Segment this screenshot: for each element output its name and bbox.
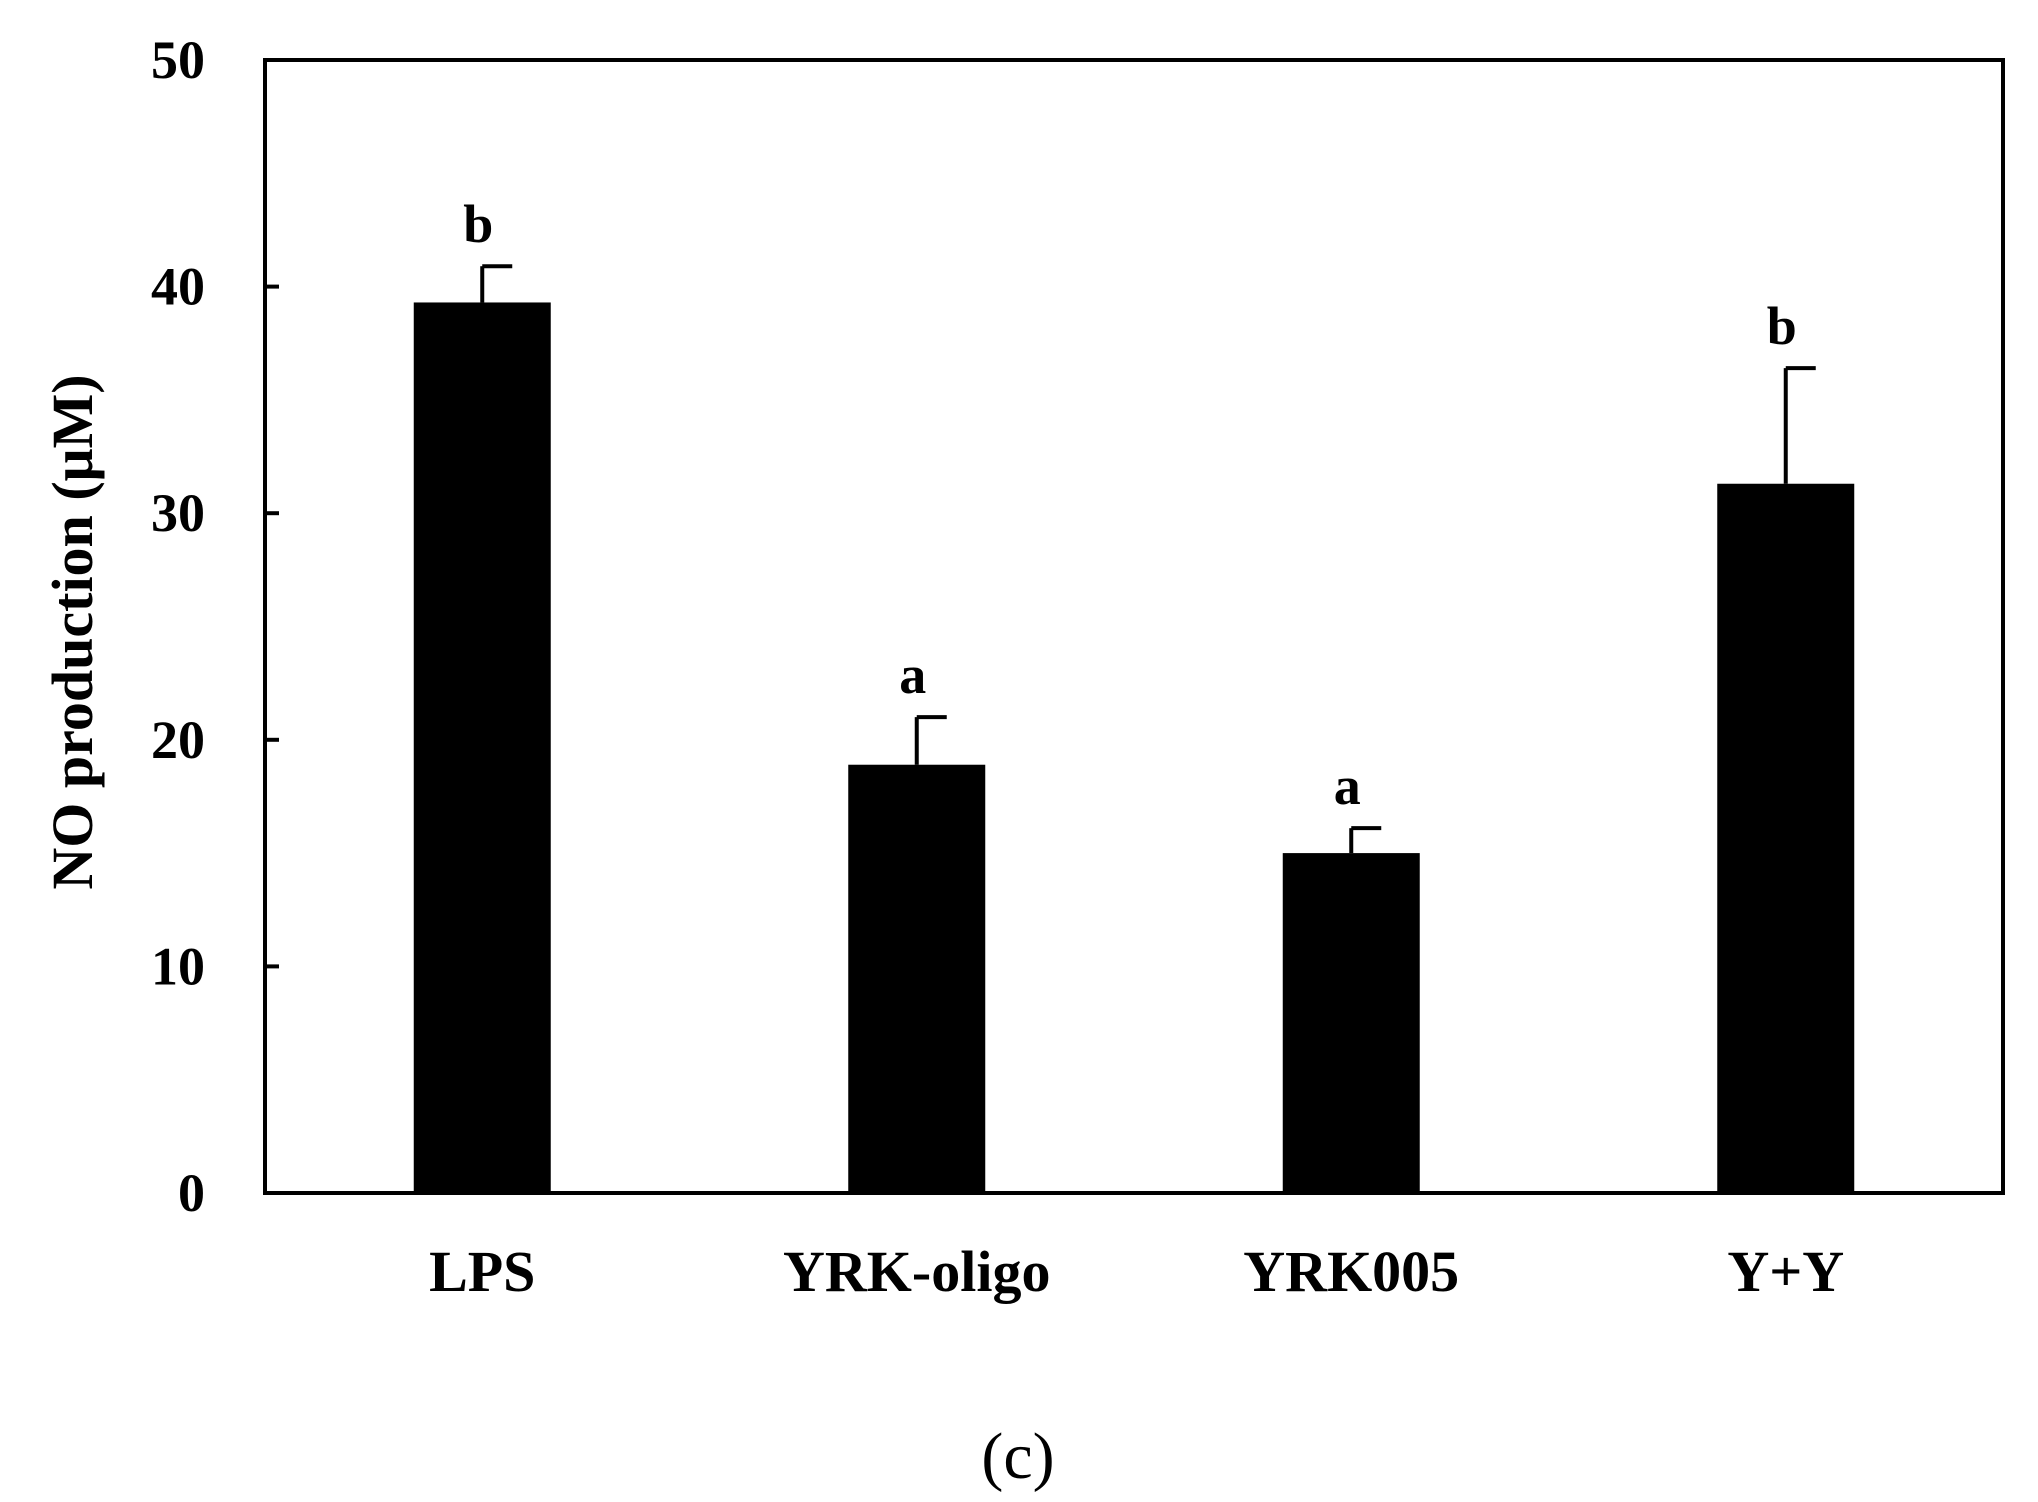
significance-letters: b a a b: [463, 194, 1797, 816]
panel-label: (c): [981, 1420, 1054, 1493]
y-tick-label: 10: [151, 936, 205, 996]
bar: [1282, 853, 1420, 1193]
plot-frame: [263, 58, 2005, 1195]
x-category-label: LPS: [429, 1239, 535, 1304]
y-tick-label: 30: [151, 483, 205, 543]
significance-letter: b: [1767, 296, 1797, 356]
significance-letter: a: [1334, 756, 1361, 816]
bars: [413, 302, 1855, 1193]
bar: [413, 302, 551, 1193]
plot-border: [263, 58, 2005, 1195]
y-tick-label: 20: [151, 710, 205, 770]
x-category-label: Y+Y: [1727, 1239, 1844, 1304]
significance-letter: a: [899, 645, 926, 705]
y-tick-label: 0: [178, 1163, 205, 1223]
y-tick-label: 50: [151, 30, 205, 90]
x-category-label: YRK-oligo: [783, 1239, 1050, 1304]
y-tick-label: 40: [151, 257, 205, 317]
y-axis-title: NO production (μM): [40, 374, 105, 889]
x-category-label: YRK005: [1243, 1239, 1459, 1304]
bar: [848, 764, 986, 1193]
x-axis: LPS YRK-oligo YRK005 Y+Y: [429, 1239, 1844, 1304]
error-bars: [480, 264, 1816, 854]
y-axis: 0 10 20 30 40 50: [151, 30, 279, 1223]
bar: [1717, 483, 1855, 1193]
significance-letter: b: [463, 194, 493, 254]
